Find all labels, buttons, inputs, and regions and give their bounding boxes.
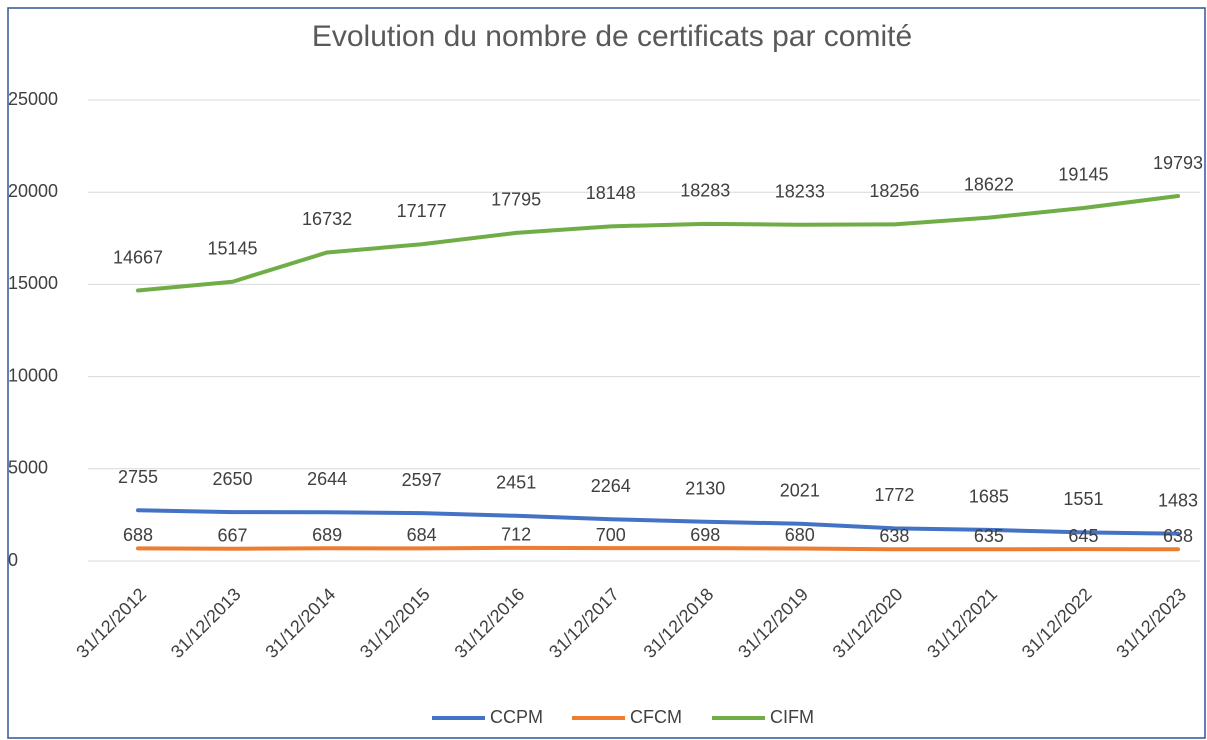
data-label: 712: [501, 525, 531, 545]
y-tick-label: 20000: [8, 181, 58, 201]
data-label: 2021: [780, 480, 820, 500]
x-tick-label: 31/12/2020: [829, 584, 907, 662]
data-label: 680: [785, 525, 815, 545]
data-label: 638: [879, 526, 909, 546]
y-tick-label: 25000: [8, 89, 58, 109]
x-tick-label: 31/12/2015: [356, 584, 434, 662]
legend-label: CFCM: [630, 707, 682, 727]
data-label: 700: [596, 525, 626, 545]
chart-title: Evolution du nombre de certificats par c…: [312, 20, 912, 53]
frame: [7, 7, 1206, 739]
data-label: 2650: [213, 469, 253, 489]
data-label: 16732: [302, 209, 352, 229]
y-tick-label: 10000: [8, 365, 58, 385]
data-label: 645: [1068, 526, 1098, 546]
data-label: 2597: [402, 470, 442, 490]
data-label: 15145: [208, 238, 258, 258]
data-label: 1685: [969, 487, 1009, 507]
x-tick-label: 31/12/2023: [1112, 584, 1190, 662]
y-tick-label: 0: [8, 550, 18, 570]
data-label: 2451: [496, 473, 536, 493]
x-tick-label: 31/12/2014: [261, 584, 339, 662]
x-tick-label: 31/12/2012: [72, 584, 150, 662]
data-label: 18622: [964, 174, 1014, 194]
data-label: 18256: [869, 181, 919, 201]
x-tick-label: 31/12/2021: [923, 584, 1001, 662]
data-label: 19793: [1153, 153, 1203, 173]
legend-label: CCPM: [490, 707, 543, 727]
x-tick-label: 31/12/2017: [545, 584, 623, 662]
legend-label: CIFM: [770, 707, 814, 727]
data-label: 638: [1163, 526, 1193, 546]
data-label: 689: [312, 525, 342, 545]
data-label: 18233: [775, 182, 825, 202]
data-label: 684: [407, 525, 437, 545]
data-label: 2755: [118, 467, 158, 487]
data-label: 635: [974, 526, 1004, 546]
data-label: 667: [218, 525, 248, 545]
y-tick-label: 15000: [8, 273, 58, 293]
data-label: 2644: [307, 469, 347, 489]
data-label: 17177: [397, 201, 447, 221]
x-tick-label: 31/12/2019: [734, 584, 812, 662]
series-line: [136, 194, 1180, 293]
y-tick-label: 5000: [8, 458, 48, 478]
data-label: 1772: [874, 485, 914, 505]
data-label: 1483: [1158, 490, 1198, 510]
data-label: 688: [123, 525, 153, 545]
x-tick-label: 31/12/2018: [640, 584, 718, 662]
data-label: 17795: [491, 190, 541, 210]
data-label: 2130: [685, 478, 725, 498]
x-tick-label: 31/12/2016: [451, 584, 529, 662]
data-label: 19145: [1058, 165, 1108, 185]
data-label: 18283: [680, 181, 730, 201]
x-tick-label: 31/12/2013: [167, 584, 245, 662]
data-label: 2264: [591, 476, 631, 496]
data-label: 14667: [113, 247, 163, 267]
data-label: 698: [690, 525, 720, 545]
series-line: [136, 508, 1180, 536]
series-line: [136, 545, 1180, 552]
x-tick-label: 31/12/2022: [1018, 584, 1096, 662]
data-label: 18148: [586, 183, 636, 203]
data-label: 1551: [1063, 489, 1103, 509]
